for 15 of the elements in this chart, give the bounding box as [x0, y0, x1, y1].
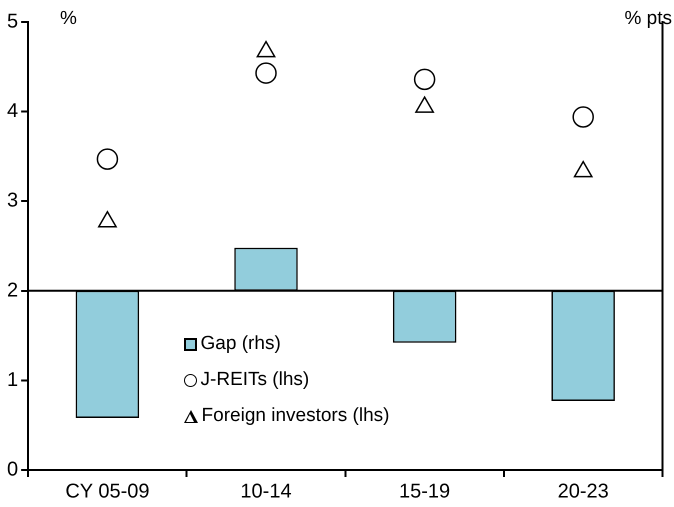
- x-tick-label: 15-19: [399, 480, 450, 503]
- x-tick-label: CY 05-09: [65, 480, 150, 503]
- y-tick-label: 0: [7, 458, 18, 481]
- y-tick-label: 3: [7, 190, 18, 212]
- legend-label: J-REITs (lhs): [200, 369, 310, 391]
- y-tick-label: 5: [7, 10, 18, 33]
- legend-label: Gap (rhs): [200, 333, 281, 355]
- x-tick-label: 20-23: [558, 480, 609, 503]
- y-tick-label: 2: [7, 279, 18, 302]
- x-tick-label: 10-14: [240, 480, 292, 503]
- legend-label: Foreign investors (lhs): [202, 405, 390, 427]
- y-tick-label: 1: [7, 368, 18, 391]
- y-tick-label: 4: [7, 100, 18, 122]
- y-axis-title: %: [60, 8, 77, 30]
- y2-axis-title: % pts: [624, 8, 672, 30]
